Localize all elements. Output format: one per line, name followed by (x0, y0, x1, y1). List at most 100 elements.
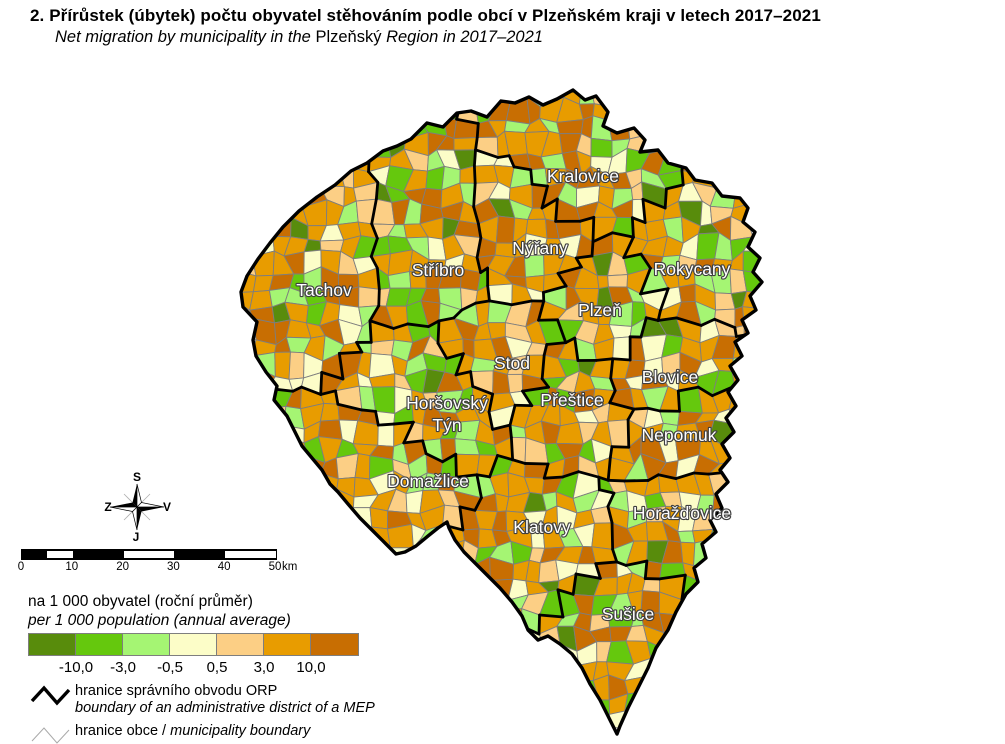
orp-boundary (626, 407, 636, 422)
orp-boundary (608, 389, 617, 405)
orp-boundary (367, 155, 371, 174)
legend-title-cs: na 1 000 obyvatel (roční průměr) (28, 593, 253, 610)
orp-boundary (542, 475, 565, 480)
orp-boundary (663, 187, 668, 210)
orp-boundary (474, 148, 500, 159)
orp-boundary (696, 385, 714, 398)
orp-boundary (564, 336, 577, 345)
orp-boundary (355, 341, 364, 354)
orp-boundary (512, 165, 533, 172)
municipality-polygon (578, 90, 595, 105)
municipality-polygon (371, 386, 396, 415)
orp-boundary (460, 301, 478, 312)
legend-class-break: -0,5 (157, 659, 183, 676)
orp-boundary (368, 319, 373, 344)
orp-boundary (590, 240, 595, 258)
orp-boundary (610, 445, 631, 449)
subtitle-en-pre: Net migration by municipality in the (55, 28, 316, 46)
compass-arm-south (137, 507, 142, 530)
orp-boundary (472, 148, 477, 168)
orp-boundary-line (30, 685, 71, 706)
orp-boundary (437, 316, 456, 323)
scale-bar-segment (225, 550, 276, 559)
orp-boundary (594, 560, 619, 566)
orp-boundary (656, 316, 678, 322)
orp-boundary (368, 304, 381, 323)
orp-boundary (573, 336, 580, 362)
legend-orp-boundary-row: hranice správního obvodu ORP boundary of… (28, 683, 458, 717)
scale-tick-label: 0 (17, 561, 25, 573)
orp-boundary (639, 316, 648, 339)
orp-boundary (659, 287, 670, 312)
orp-boundary (537, 299, 546, 322)
municipality-polygon (352, 420, 379, 446)
scale-tick-label: 20 (116, 561, 129, 573)
orp-boundary (540, 353, 546, 381)
district-label: Stříbro (412, 260, 465, 280)
orp-boundary (496, 454, 515, 462)
district-label: Tachov (296, 280, 352, 300)
orp-boundary (680, 169, 685, 187)
municipality-polygon (318, 419, 343, 440)
compass-south-label: J (132, 530, 140, 544)
orp-boundary (402, 439, 425, 445)
orp-boundary (639, 252, 652, 270)
municipality-polygon (506, 373, 523, 394)
orp-boundary (742, 333, 762, 340)
district-label: Horšovský (406, 393, 488, 413)
municipality-polygon (319, 402, 340, 422)
orp-boundary (606, 478, 626, 483)
orp-boundary (360, 408, 377, 413)
orp-boundary (334, 389, 340, 406)
orp-boundary (521, 389, 534, 408)
orp-boundary (496, 154, 511, 159)
orp-boundary (680, 573, 687, 602)
orp-boundary (402, 420, 415, 445)
municipality-polygon (369, 506, 389, 530)
municipality-polygon (274, 351, 291, 380)
orp-boundary (507, 154, 516, 169)
legend-class-swatch (76, 634, 123, 655)
orp-boundary (571, 572, 578, 596)
legend-class-swatch (170, 634, 217, 655)
municipality-boundary-line (31, 727, 70, 744)
orp-boundary (510, 299, 534, 307)
municipality-boundary-cs: hranice obce / (75, 723, 171, 739)
orp-boundary (488, 299, 514, 307)
district-labels: Tachov Stříbro Kralovice Nýřany Rokycany Plze… (295, 165, 732, 625)
legend: na 1 000 obyvatel (roční průměr) per 1 0… (28, 592, 458, 744)
scale-tick-label: 40 (217, 561, 231, 573)
orp-boundary (472, 181, 477, 209)
orp-boundary (591, 231, 614, 244)
compass-arm-east (137, 507, 164, 512)
municipality-polygon (678, 283, 696, 303)
orp-boundary (475, 236, 483, 259)
orp-boundary (406, 322, 430, 329)
legend-class-breaks: -10,0 -3,0 -0,5 0,5 3,0 10,0 (28, 659, 368, 677)
orp-boundary (320, 370, 345, 381)
orp-boundary (626, 418, 631, 449)
orp-boundary (556, 588, 575, 596)
orp-boundary (556, 588, 565, 619)
orp-boundary-cs: hranice správního obvodu ORP (75, 683, 278, 699)
municipality-polygon (445, 539, 465, 567)
municipality-polygon (288, 351, 305, 380)
orp-boundary (537, 613, 541, 636)
orp-boundary (630, 216, 635, 239)
orp-boundary (319, 389, 337, 396)
district-label: Nepomuk (642, 425, 717, 445)
orp-boundary (392, 420, 415, 426)
district-label: Rokycany (654, 259, 731, 279)
orp-boundary (578, 215, 596, 223)
orp-boundary (529, 168, 534, 186)
orp-boundary (508, 423, 513, 439)
compass-west-label: Z (104, 500, 112, 514)
orp-boundary (611, 357, 632, 362)
orp-boundary (374, 409, 380, 427)
orp-boundary (337, 352, 345, 381)
orp-boundary (699, 317, 717, 327)
municipality-polygon (319, 239, 345, 252)
map-subtitle: Net migration by municipality in the Plz… (55, 28, 543, 47)
orp-boundary (472, 205, 480, 226)
legend-class-swatch (217, 634, 264, 655)
